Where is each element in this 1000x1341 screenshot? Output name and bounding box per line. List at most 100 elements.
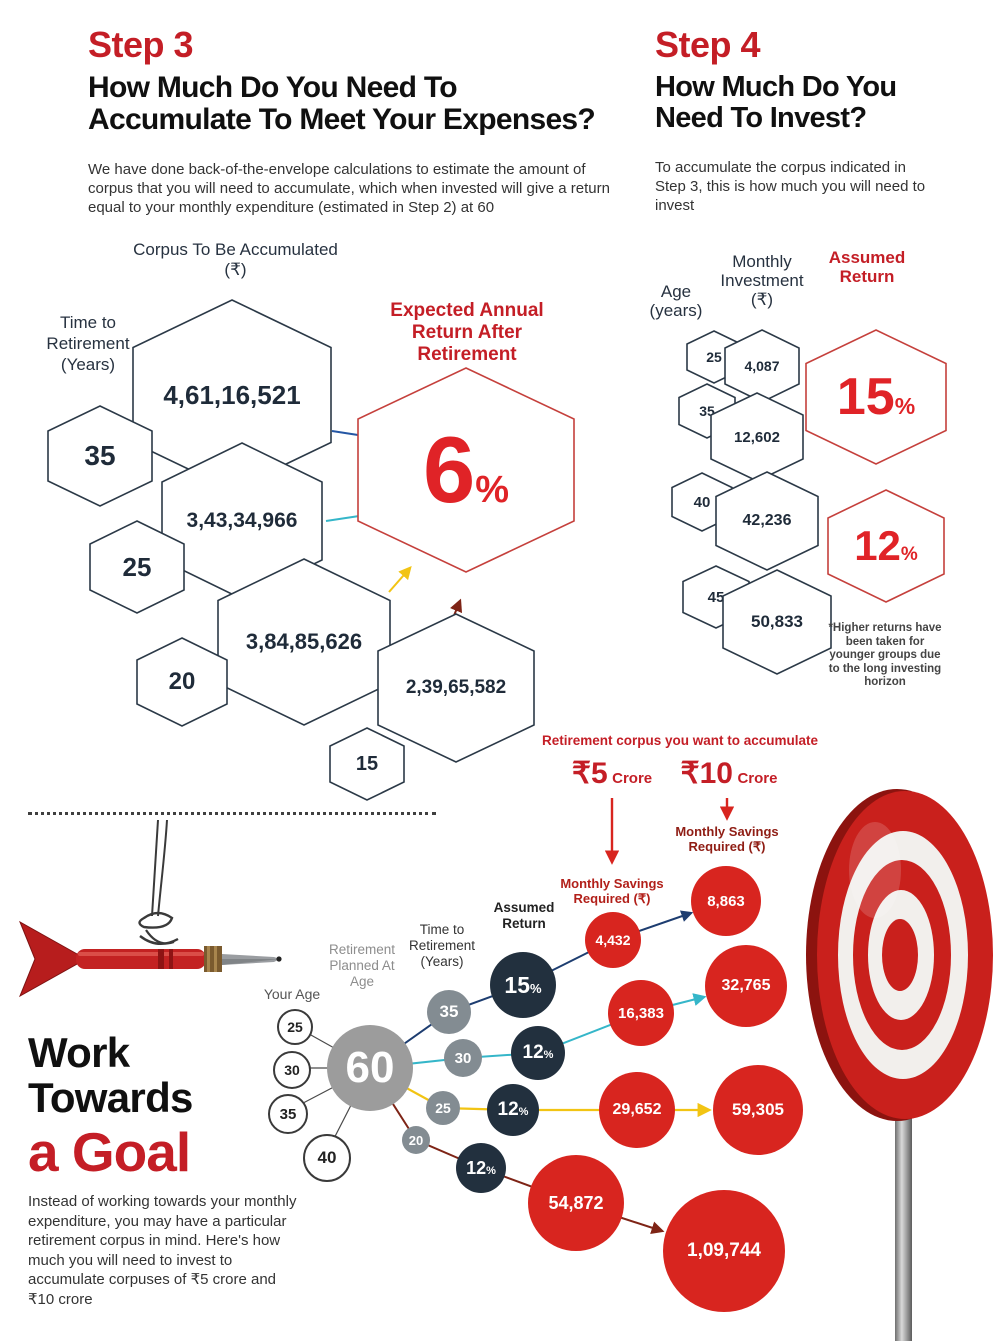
step3-title-line2: Accumulate To Meet Your Expenses? xyxy=(88,103,596,137)
age-axis-label: Age (years) xyxy=(649,282,703,320)
time-to-retirement-label: Time to Retirement (Years) xyxy=(408,922,476,969)
hexagon-corpus-15yrs: 2,39,65,582 xyxy=(378,614,534,762)
hexagon-expected-return: 6 % xyxy=(358,368,574,572)
savings-value: 59,305 xyxy=(732,1100,784,1119)
hexagon-outline xyxy=(218,559,390,725)
return-number: 12 xyxy=(497,1099,519,1120)
years-value: 35 xyxy=(84,440,116,471)
target-bullseye xyxy=(882,919,918,991)
percent-sign: % xyxy=(486,1164,496,1177)
years-circle-20: 20 xyxy=(402,1126,430,1154)
age-value: 35 xyxy=(279,1105,297,1123)
return-circle-12pct-a: 12% xyxy=(511,1026,565,1080)
dart-needle-shade xyxy=(222,959,280,965)
percent-sign: % xyxy=(475,469,510,511)
corpus-header-label: Retirement corpus you want to accumulate xyxy=(542,733,819,748)
target-highlight xyxy=(849,822,901,918)
hexagon-corpus-20yrs: 3,84,85,626 xyxy=(218,559,390,725)
return-circle-15pct: 15% xyxy=(490,952,556,1018)
dart-collar-stripe xyxy=(207,946,210,972)
years-value: 30 xyxy=(454,1049,472,1067)
savings-value: 29,652 xyxy=(612,1101,662,1118)
years-value: 35 xyxy=(439,1002,459,1021)
investment-value: 12,602 xyxy=(734,428,780,446)
string-knot xyxy=(138,911,174,929)
corpus-5cr-unit: Crore xyxy=(612,770,653,787)
return-number: 12 xyxy=(466,1157,487,1178)
hexagon-years-15: 15 xyxy=(330,728,404,800)
savings-5cr-circle-2: 16,383 xyxy=(608,980,674,1046)
goal-title-accent: a Goal xyxy=(28,1121,191,1183)
return-15pct-value: 15 % xyxy=(806,330,946,464)
investment-value: 4,087 xyxy=(744,358,780,374)
your-age-label: Your Age xyxy=(263,986,321,1002)
corpus-10cr-amount: ₹10 xyxy=(680,757,733,790)
step3-intro: We have done back-of-the-envelope calcul… xyxy=(88,161,610,216)
goal-title-line2: Towards xyxy=(28,1074,193,1121)
years-value: 20 xyxy=(168,668,196,695)
investment-value: 50,833 xyxy=(751,612,803,631)
assumed-return-label: Assumed Return xyxy=(493,900,555,931)
corpus-10cr-label: ₹10 Crore xyxy=(675,756,783,791)
step4-intro: To accumulate the corpus indicated in St… xyxy=(655,159,926,214)
savings-5cr-circle-3: 29,652 xyxy=(599,1072,675,1148)
hexagon-outline xyxy=(358,368,574,572)
hexagon-outline xyxy=(806,330,946,464)
hexagon-outline xyxy=(330,728,404,800)
age-circle-25: 25 xyxy=(277,1009,313,1045)
years-circle-35: 35 xyxy=(427,990,471,1034)
age-circle-35: 35 xyxy=(268,1094,308,1134)
years-circle-30: 30 xyxy=(444,1039,482,1077)
return-number: 6 xyxy=(422,417,476,522)
years-circle-25: 25 xyxy=(426,1091,460,1125)
corpus-value: 4,61,16,521 xyxy=(163,379,301,410)
percent-sign: % xyxy=(530,980,542,996)
goal-title-line1: Work xyxy=(28,1029,130,1076)
savings-value: 4,432 xyxy=(595,932,631,948)
investment-value: 42,236 xyxy=(742,512,792,529)
percent-sign: % xyxy=(543,1049,554,1061)
string-wrap xyxy=(139,935,179,945)
return-circle-12pct-c: 12% xyxy=(456,1143,506,1193)
retirement-age-value: 60 xyxy=(345,1043,395,1092)
savings-value: 54,872 xyxy=(548,1192,604,1213)
dart-band xyxy=(169,949,173,969)
hexagon-outline xyxy=(90,521,184,613)
dotted-divider xyxy=(28,812,436,815)
return-circle-12pct-b: 12% xyxy=(487,1084,539,1136)
step4-footnote: *Higher returns have been taken for youn… xyxy=(828,622,942,688)
savings-10cr-circle-4: 1,09,744 xyxy=(663,1190,785,1312)
assumed-return-label: Assumed Return xyxy=(828,248,906,286)
savings-10cr-circle-2: 32,765 xyxy=(705,945,787,1027)
savings-value: 8,863 xyxy=(707,892,745,910)
goal-intro: Instead of working towards your monthly … xyxy=(28,1193,297,1308)
years-value: 25 xyxy=(122,551,152,582)
years-value: 20 xyxy=(408,1132,424,1148)
savings-5cr-circle-4: 54,872 xyxy=(528,1155,624,1251)
corpus-value: 3,84,85,626 xyxy=(245,629,363,654)
hexagon-return-12pct: 12 % xyxy=(828,490,944,602)
goal-title: Work Towards xyxy=(28,1030,193,1120)
step4-title: How Much Do You Need To Invest? xyxy=(655,71,897,135)
age-value: 25 xyxy=(287,1019,303,1035)
years-value: 15 xyxy=(355,752,379,775)
savings-value: 32,765 xyxy=(721,977,771,994)
corpus-axis-label: Corpus To Be Accumulated (₹) xyxy=(133,240,338,279)
hexagon-investment-45: 50,833 xyxy=(723,570,831,674)
corpus-5cr-label: ₹5 Crore xyxy=(560,756,664,791)
hexagon-years-25: 25 xyxy=(90,521,184,613)
return-number: 15 xyxy=(504,971,531,998)
step4-label: Step 4 xyxy=(655,24,761,65)
hexagon-corpus-35yrs: 4,61,16,521 xyxy=(133,300,331,490)
dart-illustration xyxy=(19,819,282,998)
string-line xyxy=(151,819,159,917)
hexagon-return-15pct: 15 % xyxy=(806,330,946,464)
age-value: 40 xyxy=(317,1148,337,1167)
retirement-planned-label: Retirement Planned At Age xyxy=(328,942,396,989)
dart-shaft-highlight xyxy=(78,952,204,956)
percent-sign: % xyxy=(518,1106,529,1118)
step3-title: How Much Do You Need To Accumulate To Me… xyxy=(88,71,596,137)
return-12pct-value: 12 % xyxy=(828,490,944,602)
step3-title-line1: How Much Do You Need To xyxy=(88,71,458,104)
